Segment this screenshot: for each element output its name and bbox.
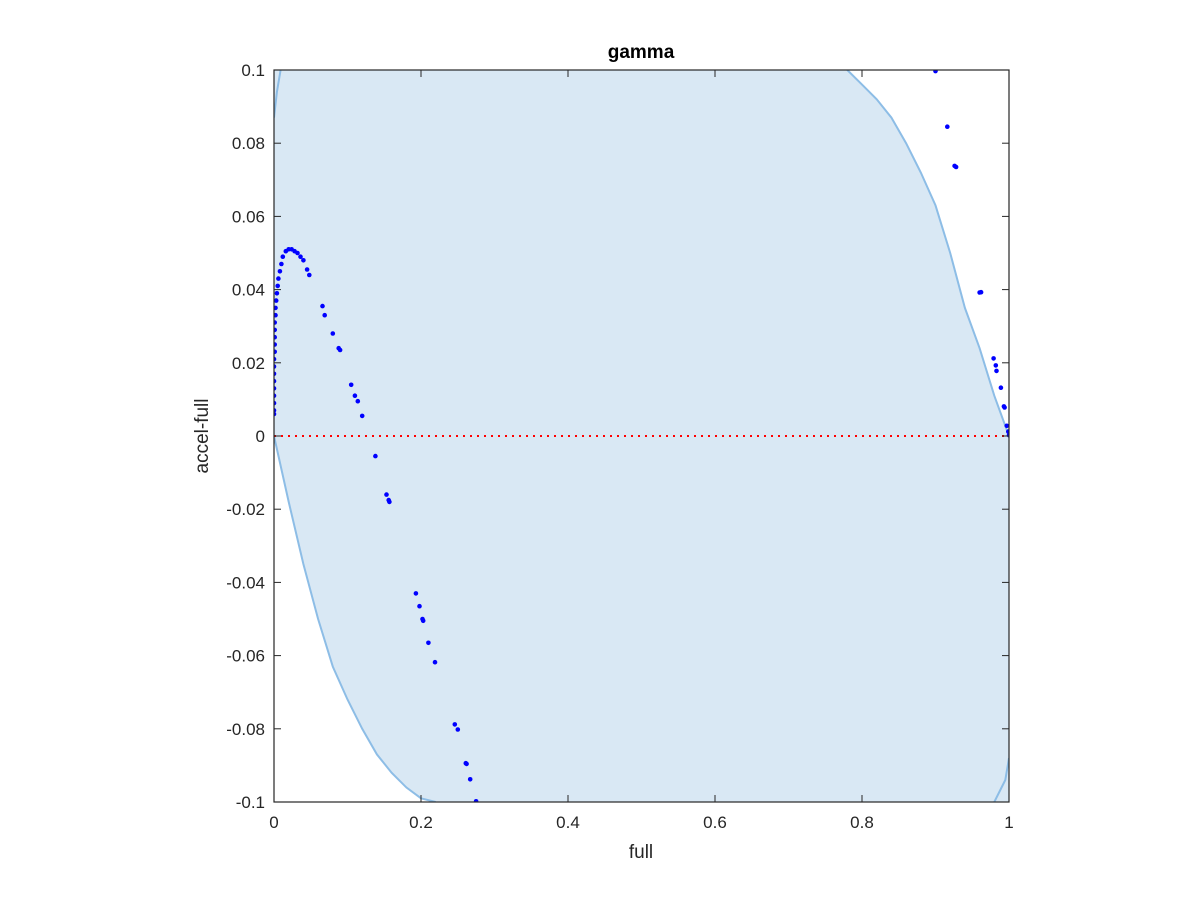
data-point xyxy=(467,777,473,782)
y-tick-label: -0.04 xyxy=(226,573,265,592)
x-tick-label: 0.4 xyxy=(556,813,580,832)
data-point xyxy=(994,368,999,374)
y-tick-label: -0.08 xyxy=(226,720,265,739)
data-point xyxy=(384,492,389,497)
data-point xyxy=(455,727,461,732)
data-point xyxy=(417,603,422,609)
data-point xyxy=(301,258,306,263)
data-point xyxy=(274,305,278,311)
data-point xyxy=(298,254,303,259)
y-tick-label: 0.08 xyxy=(232,134,265,153)
data-point xyxy=(1004,423,1009,429)
y-tick-label: -0.1 xyxy=(236,793,265,812)
data-point xyxy=(355,398,361,404)
data-point xyxy=(998,385,1004,391)
data-point xyxy=(295,250,300,256)
left-boundary-curve xyxy=(274,435,436,802)
y-tick-label: 0.06 xyxy=(232,207,265,226)
x-tick-label: 1 xyxy=(1004,813,1013,832)
data-point xyxy=(473,799,479,802)
x-tick-label: 0.8 xyxy=(850,813,874,832)
data-point xyxy=(274,312,278,318)
data-point xyxy=(275,283,281,289)
data-point xyxy=(993,363,999,368)
data-point xyxy=(276,276,281,281)
data-point xyxy=(1002,405,1007,410)
y-tick-label: 0 xyxy=(256,427,265,446)
data-point xyxy=(274,349,277,355)
data-point xyxy=(274,291,280,296)
data-point xyxy=(274,327,277,333)
data-point xyxy=(991,356,996,361)
data-point xyxy=(348,382,354,388)
data-points xyxy=(274,70,1009,802)
data-point xyxy=(274,342,277,347)
data-point xyxy=(277,269,283,274)
data-point xyxy=(322,312,328,318)
data-point xyxy=(387,499,392,505)
data-point xyxy=(426,640,431,646)
data-point xyxy=(330,331,336,336)
data-point xyxy=(274,320,277,325)
data-point xyxy=(279,261,284,267)
x-axis-label: full xyxy=(629,842,653,863)
data-point xyxy=(978,289,984,295)
y-tick-label: -0.06 xyxy=(226,647,265,666)
data-point xyxy=(953,164,959,170)
data-point xyxy=(432,659,438,665)
y-ticks: 0.1 0.08 0.06 0.04 0.02 0 -0.02 -0.04 -0.06 -0.08… xyxy=(226,61,1009,812)
data-point xyxy=(337,347,343,353)
data-point xyxy=(373,453,378,459)
y-tick-label: 0.1 xyxy=(241,61,265,80)
right-lower-boundary-curve xyxy=(993,757,1009,802)
data-point xyxy=(452,722,458,727)
data-point xyxy=(274,334,277,340)
right-boundary-region xyxy=(994,758,1009,802)
data-point xyxy=(359,413,365,419)
data-point xyxy=(352,393,358,399)
x-tick-label: 0.6 xyxy=(703,813,727,832)
data-point xyxy=(464,761,469,767)
left-upper-boundary-curve xyxy=(274,70,282,118)
right-boundary-curve xyxy=(846,70,1009,437)
data-point xyxy=(320,303,325,309)
y-tick-label: 0.02 xyxy=(232,354,265,373)
data-point xyxy=(945,124,950,129)
data-point xyxy=(307,272,312,278)
y-tick-label: -0.02 xyxy=(226,500,265,519)
y-axis-label: accel-full xyxy=(192,399,213,474)
chart-title: gamma xyxy=(608,42,675,63)
central-region xyxy=(274,70,1009,802)
data-point xyxy=(420,618,426,624)
data-point xyxy=(280,254,286,259)
data-point xyxy=(1006,429,1009,434)
y-tick-label: 0.04 xyxy=(232,281,265,300)
data-point xyxy=(933,70,938,74)
data-point xyxy=(274,298,279,303)
x-tick-label: 0.2 xyxy=(409,813,433,832)
x-ticks: 0 0.2 0.4 0.6 0.8 1 xyxy=(269,70,1014,832)
data-point xyxy=(413,591,419,596)
data-point xyxy=(304,267,310,272)
x-tick-label: 0 xyxy=(269,813,278,832)
